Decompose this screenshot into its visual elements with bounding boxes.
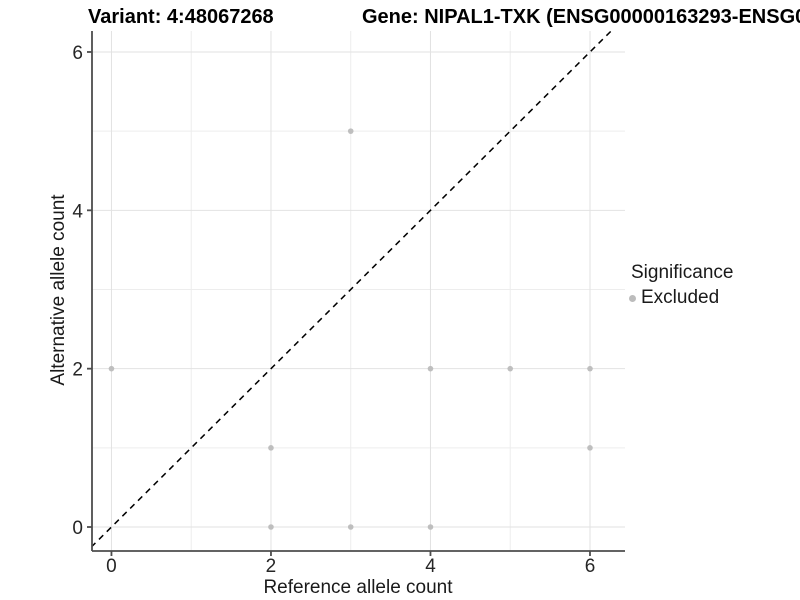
data-point: [108, 365, 115, 372]
data-point: [587, 445, 593, 451]
y-axis-title: Alternative allele count: [48, 194, 69, 386]
data-point: [347, 524, 354, 530]
legend: Significance Excluded: [629, 262, 733, 309]
y-axis-tick-label: 6: [72, 43, 83, 64]
x-axis-tick-label: 6: [585, 556, 596, 577]
data-point: [427, 524, 434, 530]
identity-reference-line: [92, 31, 613, 548]
variant-title: Variant: 4:48067268: [88, 6, 274, 28]
y-axis-tick-label: 2: [72, 360, 83, 381]
excluded-point-swatch-icon: [629, 294, 636, 302]
legend-item-label: Excluded: [641, 287, 720, 308]
data-point: [268, 524, 274, 530]
data-point: [347, 128, 354, 134]
x-axis-tick-label: 0: [106, 556, 117, 577]
y-axis-tick-label: 4: [72, 201, 83, 222]
data-point: [268, 445, 274, 451]
data-point: [427, 365, 434, 372]
legend-title: Significance: [631, 262, 734, 283]
gene-title: Gene: NIPAL1-TXK (ENSG00000163293-ENSG0: [362, 6, 800, 28]
data-point: [587, 365, 593, 372]
legend-item-excluded: Excluded: [629, 287, 733, 309]
x-axis-tick-label: 2: [266, 556, 277, 577]
y-axis-tick-label: 0: [72, 518, 83, 539]
x-axis-tick-label: 4: [425, 556, 436, 577]
data-point: [507, 365, 514, 372]
x-axis-title: Reference allele count: [263, 577, 453, 598]
